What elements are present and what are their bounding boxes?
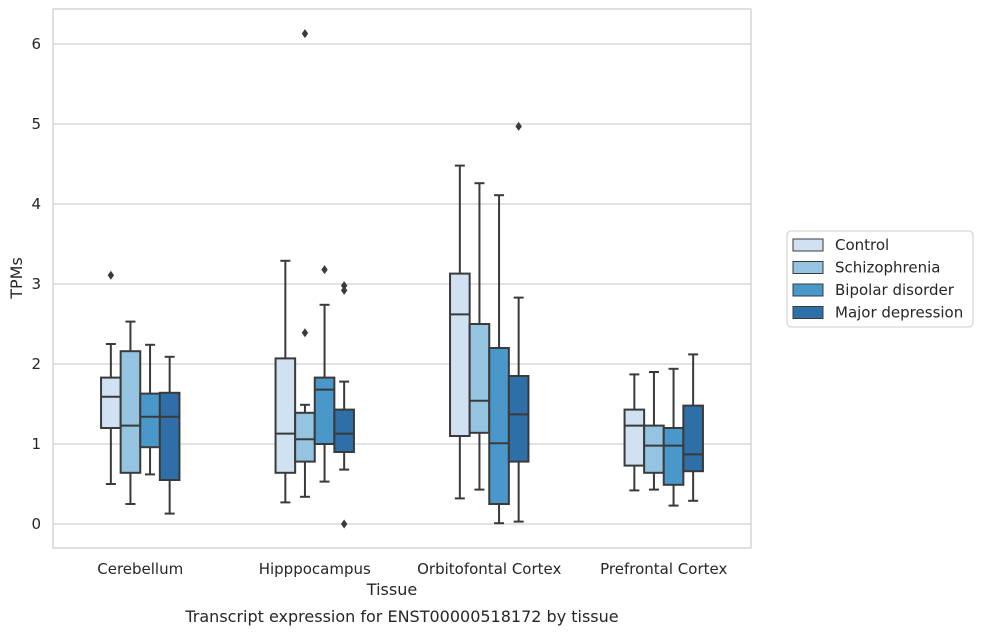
legend-swatch bbox=[792, 306, 824, 319]
legend-frame bbox=[786, 230, 974, 328]
box-control bbox=[100, 270, 122, 485]
y-tick-label: 5 bbox=[31, 115, 41, 133]
x-axis-label: Tissue bbox=[366, 580, 417, 599]
box-iqr bbox=[662, 427, 685, 486]
box-iqr bbox=[643, 424, 665, 474]
legend-swatch bbox=[792, 238, 824, 252]
outlier-point bbox=[340, 285, 348, 295]
y-tick-label: 1 bbox=[31, 435, 41, 453]
legend-swatch bbox=[792, 261, 824, 274]
box-iqr bbox=[468, 323, 491, 434]
outlier-point bbox=[301, 29, 309, 39]
box-major-depression bbox=[507, 121, 530, 523]
y-tick-labels: 0 1 2 3 4 5 6 bbox=[31, 35, 41, 533]
box-schizophrenia bbox=[643, 371, 665, 491]
box-major-depression bbox=[682, 353, 704, 502]
legend-swatch bbox=[792, 283, 824, 297]
box-control bbox=[623, 373, 646, 492]
box-iqr bbox=[682, 404, 704, 473]
box-iqr bbox=[313, 376, 336, 446]
box-iqr bbox=[119, 350, 142, 474]
y-tick-label: 4 bbox=[31, 195, 41, 213]
y-tick-label: 0 bbox=[31, 515, 41, 533]
outlier-point bbox=[321, 265, 328, 275]
outlier-point bbox=[340, 519, 348, 529]
box-iqr bbox=[158, 391, 181, 481]
y-tick-label: 6 bbox=[31, 35, 41, 53]
box-iqr bbox=[623, 408, 646, 467]
x-tick-labels: Cerebellum Hipppocampus Orbitofontal Corte… bbox=[97, 560, 727, 578]
x-tick-label: Cerebellum bbox=[97, 560, 183, 578]
box-iqr bbox=[333, 408, 355, 454]
plot-frame bbox=[52, 8, 752, 549]
box-iqr bbox=[449, 272, 471, 437]
box-bipolar-disorder bbox=[488, 194, 510, 525]
outlier-point bbox=[515, 121, 522, 131]
box-iqr bbox=[139, 392, 161, 449]
box-major-depression bbox=[158, 355, 181, 515]
box-schizophrenia bbox=[468, 182, 491, 491]
y-axis-label: TPMs bbox=[7, 257, 26, 300]
x-tick-label: Prefrontal Cortex bbox=[600, 560, 727, 578]
boxes bbox=[100, 29, 704, 529]
outlier-point bbox=[107, 270, 115, 280]
box-iqr bbox=[488, 347, 510, 505]
outlier-point bbox=[301, 328, 309, 338]
outlier-point bbox=[340, 281, 348, 291]
x-tick-label: Orbitofontal Cortex bbox=[417, 560, 561, 578]
box-schizophrenia bbox=[294, 29, 316, 498]
legend-entry-label: Control bbox=[835, 236, 889, 254]
box-bipolar-disorder bbox=[313, 265, 336, 483]
box-bipolar-disorder bbox=[662, 367, 685, 507]
legend-entry-label: Schizophrenia bbox=[835, 259, 940, 277]
legend-entry-label: Bipolar disorder bbox=[835, 281, 955, 299]
box-iqr bbox=[507, 375, 530, 463]
y-tick-label: 3 bbox=[31, 275, 41, 293]
box-iqr bbox=[100, 376, 122, 430]
box-control bbox=[449, 164, 471, 500]
x-tick-label: Hipppocampus bbox=[259, 560, 371, 578]
box-iqr bbox=[294, 411, 316, 463]
legend-entry-label: Major depression bbox=[835, 304, 963, 322]
box-control bbox=[274, 259, 297, 504]
box-iqr bbox=[274, 357, 297, 474]
legend: Control Schizophrenia Bipolar disorder Majo… bbox=[786, 230, 974, 328]
y-tick-label: 2 bbox=[31, 355, 41, 373]
box-schizophrenia bbox=[119, 320, 142, 505]
chart-caption: Transcript expression for ENST0000051817… bbox=[184, 607, 618, 626]
box-major-depression bbox=[333, 281, 355, 529]
